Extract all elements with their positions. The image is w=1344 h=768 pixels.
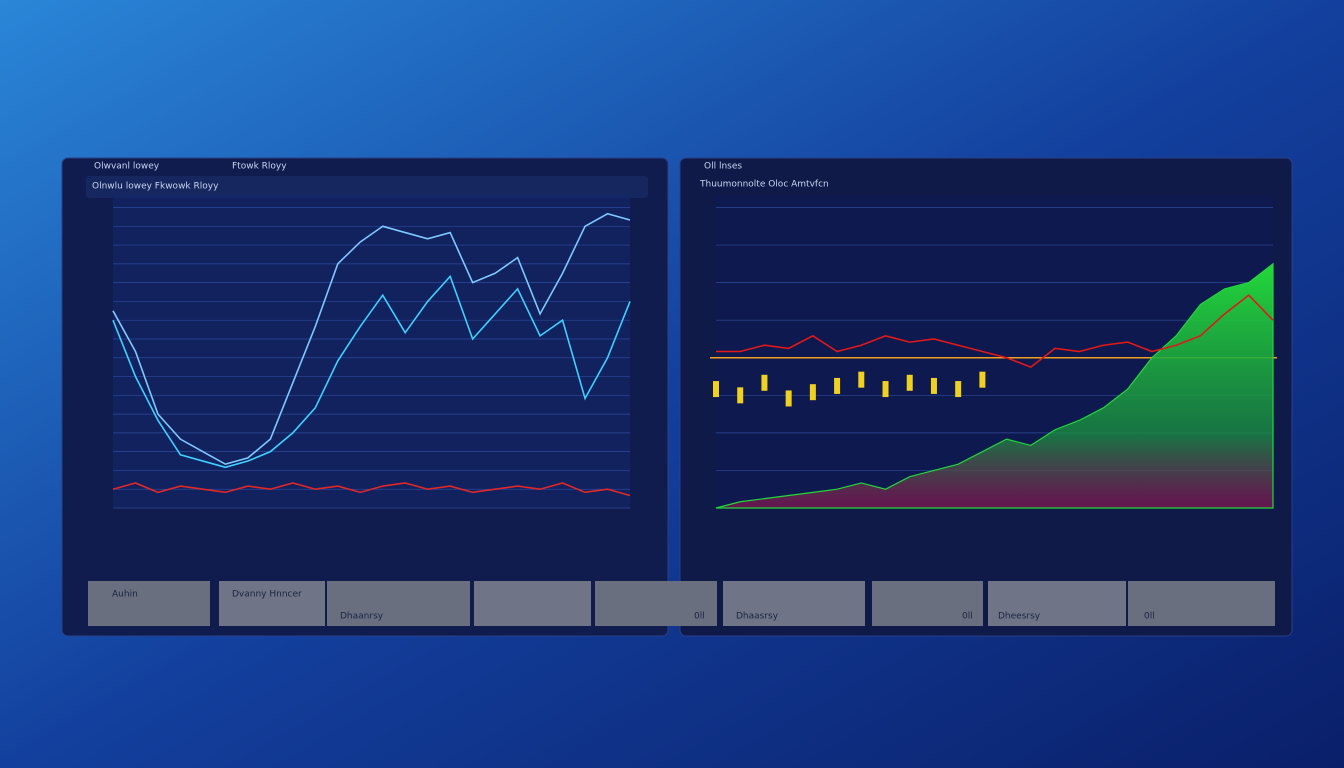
button-label: Dheesrsy: [998, 612, 1041, 622]
button[interactable]: [872, 581, 983, 626]
button-label: Auhin: [112, 590, 138, 600]
toolbar: [86, 176, 648, 198]
panel-title: Olwvanl lowey: [94, 162, 160, 172]
button-row: Auhin Dvanny Hnncer Dhaanrsy 0ll Dhaasrs…: [88, 581, 1275, 626]
button[interactable]: [88, 581, 210, 626]
button[interactable]: [595, 581, 717, 626]
candle: [906, 374, 913, 391]
chart-title: Olnwlu lowey Fkwowk Rloyy: [92, 182, 219, 192]
button-label: 0ll: [962, 612, 973, 622]
button-label: Dhaanrsy: [340, 612, 384, 622]
candle: [737, 387, 744, 404]
series-line: [112, 274, 631, 469]
panel-title: Oll lnses: [704, 162, 742, 172]
candle: [809, 384, 816, 401]
button-label: 0ll: [1144, 612, 1155, 622]
button[interactable]: [723, 581, 865, 626]
button[interactable]: [327, 581, 470, 626]
candle: [785, 390, 792, 407]
candle: [955, 381, 962, 398]
button[interactable]: [1128, 581, 1275, 626]
series-line: [112, 482, 631, 497]
button[interactable]: [219, 581, 325, 626]
candle: [979, 371, 986, 388]
candle: [761, 374, 768, 391]
candle: [713, 381, 719, 398]
series-line: [716, 294, 1274, 369]
button[interactable]: [988, 581, 1126, 626]
button-label: Dhaasrsy: [736, 612, 779, 622]
button-label: Dvanny Hnncer: [232, 590, 302, 600]
candle: [882, 381, 889, 398]
left-plot: [113, 195, 630, 508]
button[interactable]: [474, 581, 591, 626]
panel-subtitle: Ftowk Rloyy: [232, 162, 287, 172]
candle: [930, 377, 937, 394]
button-label: 0ll: [694, 612, 705, 622]
series-area: [715, 262, 1274, 509]
candle: [834, 377, 841, 394]
chart-title: Thuumonnolte Oloc Amtvfcn: [699, 180, 829, 190]
candle: [858, 371, 865, 388]
series-line: [112, 212, 631, 466]
